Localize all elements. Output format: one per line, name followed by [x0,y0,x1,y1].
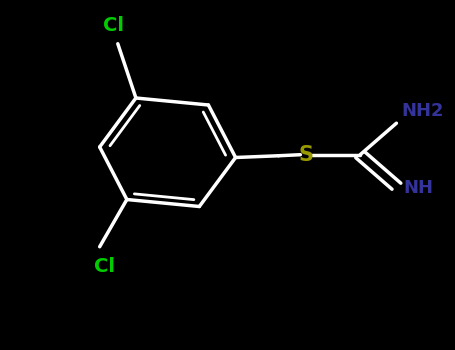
Text: S: S [298,145,313,165]
Text: Cl: Cl [103,16,124,35]
Text: NH2: NH2 [401,102,444,120]
Text: NH: NH [403,179,433,197]
Text: Cl: Cl [94,257,115,276]
